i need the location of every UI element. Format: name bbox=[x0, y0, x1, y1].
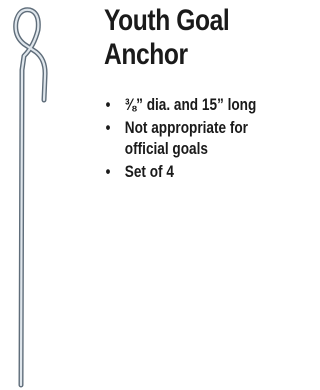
feature-list: ⅜” dia. and 15” longNot appropriate for … bbox=[104, 94, 272, 184]
feature-item: ⅜” dia. and 15” long bbox=[104, 94, 272, 115]
page: Youth Goal Anchor ⅜” dia. and 15” longNo… bbox=[0, 0, 265, 390]
feature-item: Not appropriate for official goals bbox=[104, 117, 272, 159]
product-title: Youth Goal Anchor bbox=[104, 4, 268, 72]
feature-item: Set of 4 bbox=[104, 161, 272, 182]
stake-image bbox=[0, 0, 100, 390]
